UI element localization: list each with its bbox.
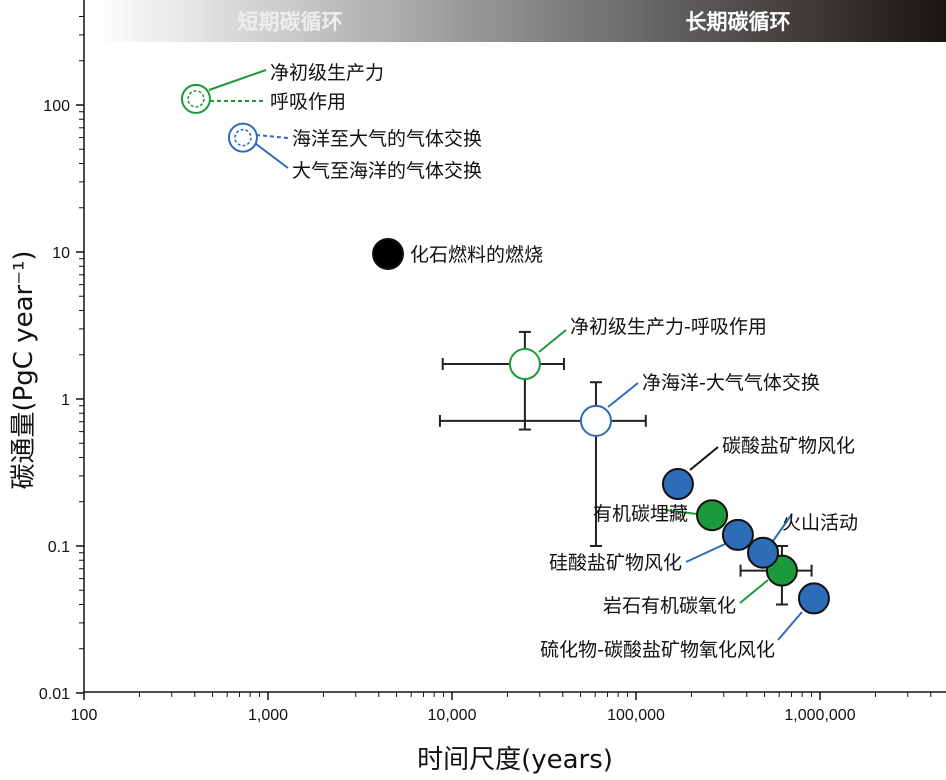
npp-respiration-leader-line [208,69,267,91]
y-tick-label: 10 [52,245,70,262]
npp-respiration-label: 呼吸作用 [270,91,346,113]
silicate-weathering-point [721,518,754,551]
net-ocean-atmosphere-point [579,404,612,437]
cycle-gradient-band [95,0,946,42]
silicate-weathering-leader-line [685,543,726,563]
volcanism-label: 火山活动 [782,512,858,534]
ocean-atmosphere-exchange-point-inner [234,128,252,147]
long-cycle-label: 长期碳循环 [686,10,791,34]
x-tick-label: 1,000 [248,707,288,724]
net-npp-respiration-point [508,348,541,381]
carbonate-weathering-leader-line [689,446,719,471]
x-tick-label: 100,000 [607,707,665,724]
organic-carbon-burial-leader-line [664,509,698,515]
x-axis-title: 时间尺度(years) [417,745,613,775]
net-ocean-atmosphere-label: 净海洋-大气气体交换 [642,372,820,394]
sulfide-carbonate-oxidation-label: 硫化物-碳酸盐矿物氧化风化 [540,639,775,661]
ocean-atmosphere-exchange-label: 大气至海洋的气体交换 [292,160,482,182]
sulfide-carbonate-oxidation-point [797,582,830,615]
fossil-fuel-burning-label: 化石燃料的燃烧 [410,244,543,266]
volcanism-leader-line [772,513,793,542]
y-tick-label: 100 [43,98,70,115]
ocean-atmosphere-exchange-point [227,122,258,153]
x-tick-label: 1,000,000 [784,707,855,724]
carbonate-weathering-point [661,468,694,501]
rock-organic-oxidation-leader-line [739,579,769,604]
ocean-atmosphere-exchange-label: 海洋至大气的气体交换 [292,128,482,150]
net-ocean-atmosphere-leader-line [607,382,639,408]
sulfide-carbonate-oxidation-leader-line [777,611,803,641]
npp-respiration-point [180,83,211,114]
organic-carbon-burial-label: 有机碳埋藏 [593,503,688,525]
net-npp-respiration-leader-line [538,329,567,353]
y-tick-label: 0.1 [48,539,70,556]
ocean-atmosphere-exchange-leader-line [255,143,289,169]
fossil-fuel-burning-point [372,237,405,270]
carbonate-weathering-label: 碳酸盐矿物风化 [722,435,855,457]
y-tick-label: 1 [61,392,70,409]
ocean-atmosphere-exchange-leader-line [255,134,289,139]
silicate-weathering-label: 硅酸盐矿物风化 [549,552,682,574]
y-tick-label: 0.01 [39,686,70,703]
x-tick-label: 10,000 [428,707,477,724]
net-npp-respiration-label: 净初级生产力-呼吸作用 [570,316,767,338]
organic-carbon-burial-point [696,499,729,532]
npp-respiration-label: 净初级生产力 [270,62,384,84]
volcanism-point [746,536,779,569]
short-cycle-label: 短期碳循环 [238,10,343,34]
rock-organic-oxidation-label: 岩石有机碳氧化 [603,595,736,617]
npp-respiration-point-inner [187,90,205,108]
y-axis-title: 碳通量(PgC year⁻¹) [9,250,39,489]
x-tick-label: 100 [71,707,98,724]
